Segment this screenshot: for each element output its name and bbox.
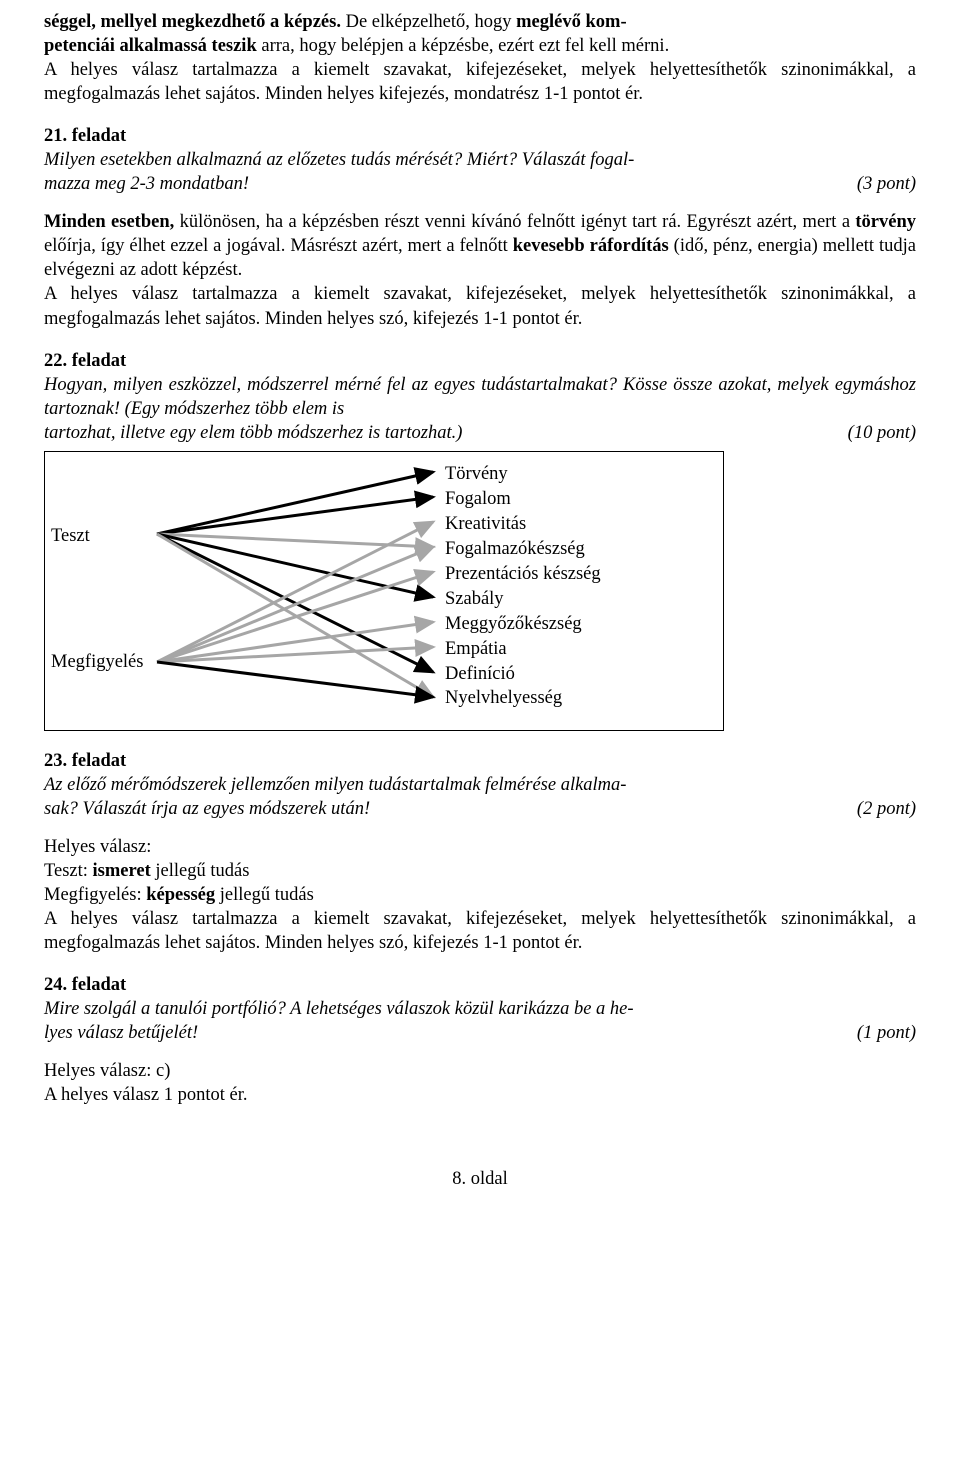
f23-a-l3b: képesség bbox=[146, 885, 215, 905]
f23-a-l2c: jellegű tudás bbox=[151, 861, 250, 881]
diagram-arrow bbox=[157, 534, 433, 672]
f23-a-l2: Teszt: ismeret jellegű tudás bbox=[44, 859, 916, 883]
diagram-right-item: Törvény bbox=[445, 462, 601, 487]
diagram-arrow bbox=[157, 534, 433, 597]
diagram-arrow bbox=[157, 534, 433, 697]
diagram-arrow bbox=[157, 522, 433, 662]
f23-a-l3c: jellegű tudás bbox=[215, 885, 314, 905]
f21-a-bold3: kevesebb ráfordítás bbox=[513, 236, 669, 256]
f24-q-line1: Mire szolgál a tanulói portfólió? A lehe… bbox=[44, 997, 916, 1021]
diagram-arrows-svg bbox=[45, 452, 723, 730]
diagram-right-item: Definíció bbox=[445, 662, 601, 687]
f22-title: 22. feladat bbox=[44, 349, 916, 373]
diagram-right-item: Fogalom bbox=[445, 487, 601, 512]
f23-a-l1: Helyes válasz: bbox=[44, 835, 916, 859]
diagram-right-item: Szabály bbox=[445, 587, 601, 612]
intro-bold3: petenciái alkalmassá teszik bbox=[44, 36, 257, 56]
intro-txt2: arra, hogy belépjen a képzésbe, ezért ez… bbox=[257, 36, 669, 56]
f21-answer-p2: A helyes válasz tartalmazza a kiemelt sz… bbox=[44, 282, 916, 330]
f23-points: (2 pont) bbox=[857, 797, 916, 821]
intro-p1: séggel, mellyel megkezdhető a képzés. De… bbox=[44, 10, 916, 58]
f22-q-line1: Hogyan, milyen eszközzel, módszerrel mér… bbox=[44, 373, 916, 421]
f23-q-lastline: sak? Válaszát írja az egyes módszerek ut… bbox=[44, 797, 847, 821]
diagram-right-labels: TörvényFogalomKreativitásFogalmazókészsé… bbox=[445, 462, 601, 712]
intro-bold2: meglévő kom- bbox=[516, 12, 626, 32]
diagram-right-item: Meggyőzőkészség bbox=[445, 612, 601, 637]
page-footer: 8. oldal bbox=[44, 1167, 916, 1191]
f21-q-line2: mazza meg 2-3 mondatban! bbox=[44, 172, 847, 196]
f24-a-l2: A helyes válasz 1 pontot ér. bbox=[44, 1083, 916, 1107]
f23-a-l3a: Megfigyelés: bbox=[44, 885, 146, 905]
diagram-right-item: Empátia bbox=[445, 637, 601, 662]
f24-q-lastrow: lyes válasz betűjelét! (1 pont) bbox=[44, 1021, 916, 1045]
f22-points: (10 pont) bbox=[848, 421, 916, 445]
intro-p2: A helyes válasz tartalmazza a kiemelt sz… bbox=[44, 58, 916, 106]
f21-q-lastrow: mazza meg 2-3 mondatban! (3 pont) bbox=[44, 172, 916, 196]
f24-q-lastline: lyes válasz betűjelét! bbox=[44, 1021, 847, 1045]
f22-q-lastline: tartozhat, illetve egy elem több módszer… bbox=[44, 421, 838, 445]
intro-bold1: séggel, mellyel megkezdhető a képzés. bbox=[44, 12, 341, 32]
f23-a-l2a: Teszt: bbox=[44, 861, 93, 881]
diagram-arrow bbox=[157, 497, 433, 534]
f22-q-lastrow: tartozhat, illetve egy elem több módszer… bbox=[44, 421, 916, 445]
f21-q-line1: Milyen esetekben alkalmazná az előzetes … bbox=[44, 148, 916, 172]
diagram-left-megfigyeles: Megfigyelés bbox=[51, 650, 143, 674]
diagram-left-teszt: Teszt bbox=[51, 524, 90, 548]
f23-title: 23. feladat bbox=[44, 749, 916, 773]
f21-a-r2: előírja, így élhet ezzel a jogával. Másr… bbox=[44, 236, 513, 256]
f21-title: 21. feladat bbox=[44, 124, 916, 148]
f24-a-l1: Helyes válasz: c) bbox=[44, 1059, 916, 1083]
f23-q-line1: Az előző mérőmódszerek jellemzően milyen… bbox=[44, 773, 916, 797]
diagram-arrow bbox=[157, 472, 433, 534]
diagram-arrow bbox=[157, 547, 433, 662]
diagram-arrow bbox=[157, 662, 433, 697]
page: séggel, mellyel megkezdhető a képzés. De… bbox=[0, 0, 960, 1211]
f21-points: (3 pont) bbox=[857, 172, 916, 196]
f24-points: (1 pont) bbox=[857, 1021, 916, 1045]
diagram-right-item: Prezentációs készség bbox=[445, 562, 601, 587]
f23-a-l2b: ismeret bbox=[93, 861, 151, 881]
diagram-arrow bbox=[157, 534, 433, 547]
intro-txt1: De elképzelhető, hogy bbox=[341, 12, 516, 32]
matching-diagram: Teszt Megfigyelés TörvényFogalomKreativi… bbox=[44, 451, 724, 731]
f21-answer-p1: Minden esetben, különösen, ha a képzésbe… bbox=[44, 210, 916, 282]
f23-a-l3: Megfigyelés: képesség jellegű tudás bbox=[44, 883, 916, 907]
f21-a-r1: különösen, ha a képzésben részt venni kí… bbox=[174, 212, 855, 232]
f21-a-bold1: Minden esetben, bbox=[44, 212, 174, 232]
f23-a-p2: A helyes válasz tartalmazza a kiemelt sz… bbox=[44, 907, 916, 955]
diagram-right-item: Fogalmazókészség bbox=[445, 537, 601, 562]
diagram-right-item: Nyelvhelyesség bbox=[445, 686, 601, 711]
f23-q-lastrow: sak? Válaszát írja az egyes módszerek ut… bbox=[44, 797, 916, 821]
diagram-right-item: Kreativitás bbox=[445, 512, 601, 537]
f24-title: 24. feladat bbox=[44, 973, 916, 997]
diagram-arrow bbox=[157, 622, 433, 662]
diagram-arrow bbox=[157, 572, 433, 662]
f21-a-bold2: törvény bbox=[855, 212, 916, 232]
diagram-arrow bbox=[157, 647, 433, 662]
